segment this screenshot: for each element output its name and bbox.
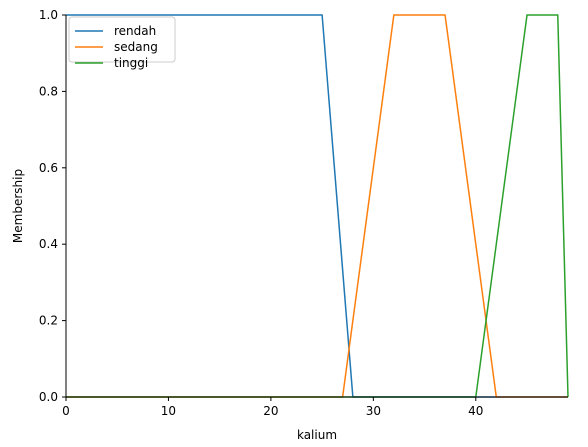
y-tick-label: 0.2 xyxy=(39,314,58,328)
y-tick-label: 0.4 xyxy=(39,237,58,251)
legend-frame xyxy=(68,16,176,63)
series-line-sedang xyxy=(66,14,568,398)
legend: rendah sedang tinggi xyxy=(68,16,176,70)
series-line-rendah xyxy=(66,14,568,398)
y-tick-label: 1.0 xyxy=(39,8,58,22)
x-tick-label: 30 xyxy=(366,404,381,418)
x-tick-label: 40 xyxy=(468,404,483,418)
y-axis-label: Membership xyxy=(11,169,25,243)
legend-label-rendah: rendah xyxy=(114,24,156,38)
series-layer xyxy=(66,14,569,398)
x-ticks: 0 10 20 30 40 xyxy=(62,397,483,418)
y-tick-label: 0.6 xyxy=(39,161,58,175)
x-axis-label: kalium xyxy=(297,428,337,442)
y-tick-label: 0.8 xyxy=(39,84,58,98)
x-tick-label: 0 xyxy=(62,404,70,418)
y-ticks: 0.0 0.2 0.4 0.6 0.8 1.0 xyxy=(39,8,66,404)
series-line-tinggi xyxy=(66,14,569,398)
legend-label-sedang: sedang xyxy=(114,40,158,54)
x-tick-label: 20 xyxy=(263,404,278,418)
axes-layer xyxy=(65,15,568,398)
x-tick-label: 10 xyxy=(161,404,176,418)
legend-label-tinggi: tinggi xyxy=(114,56,148,70)
y-tick-label: 0.0 xyxy=(39,390,58,404)
